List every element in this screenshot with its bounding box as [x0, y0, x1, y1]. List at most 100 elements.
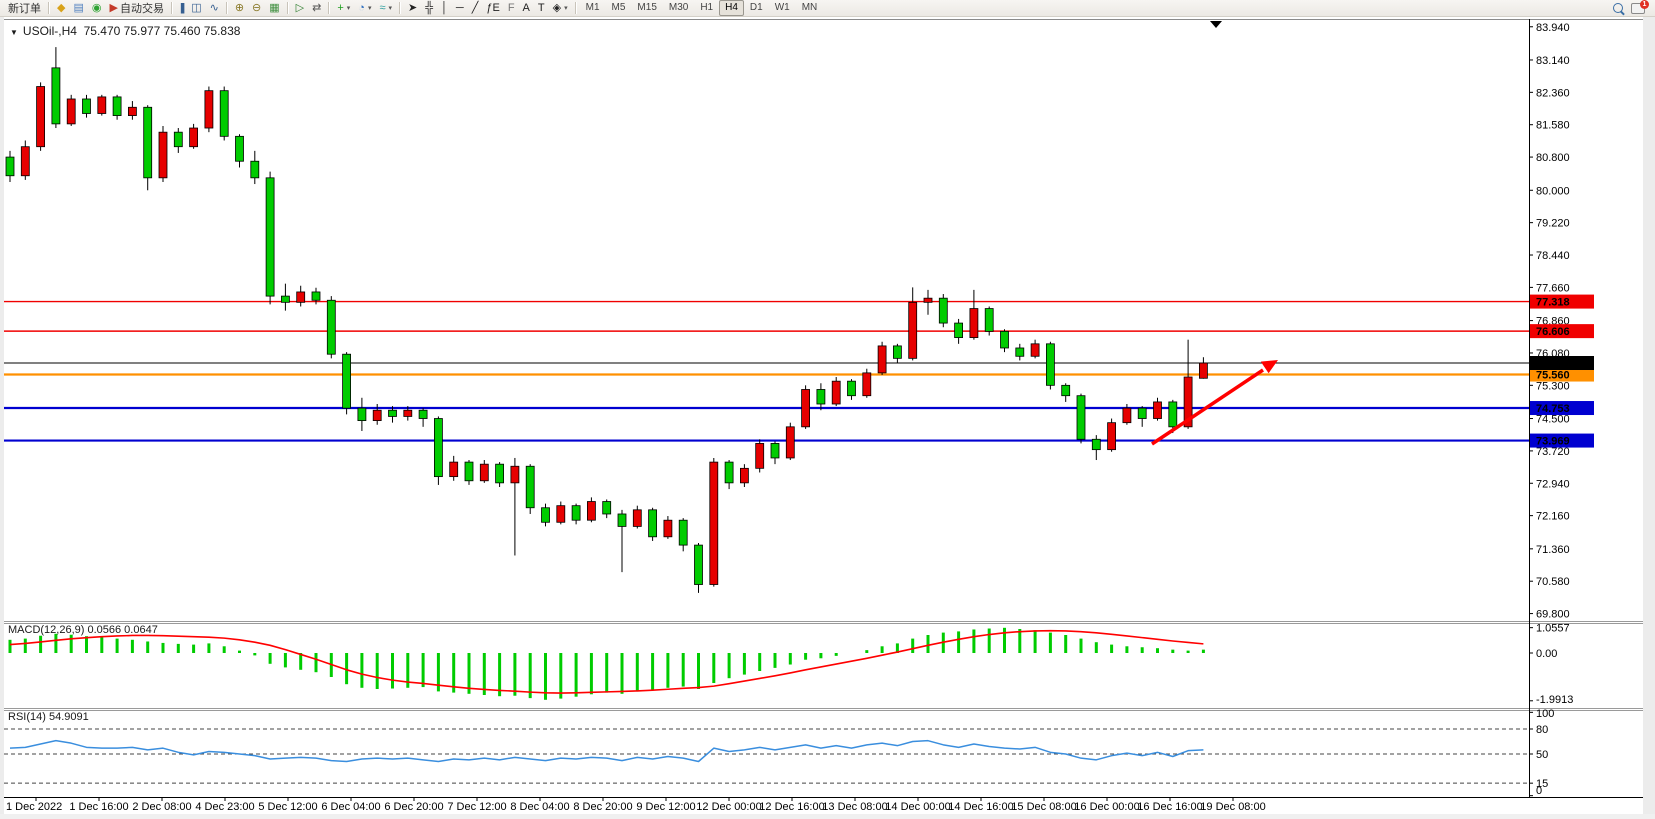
rsi-pane: [4, 728, 1529, 784]
candle: [479, 460, 489, 483]
price-axis[interactable]: 83.940 83.140 82.360 81.580 80.800 80.000 79.2…: [1529, 22, 1594, 797]
svg-text:6 Dec 20:00: 6 Dec 20:00: [384, 801, 443, 813]
trendline-tool-button[interactable]: ╱: [468, 1, 483, 16]
price-tag: [1530, 356, 1594, 370]
add-indicator-button[interactable]: + ▾: [333, 1, 354, 16]
svg-text:7 Dec 12:00: 7 Dec 12:00: [447, 801, 506, 813]
price-tag: [1530, 324, 1594, 339]
candle: [847, 379, 856, 400]
depth-of-market-icon[interactable]: ◆: [53, 1, 69, 16]
candlestick-series: [5, 47, 1208, 593]
svg-text:73.720: 73.720: [1536, 446, 1570, 458]
shapes-tool-button[interactable]: ◈ ▾: [549, 1, 572, 16]
horizontal-line-tool-icon: ─: [455, 1, 464, 14]
candle: [1061, 383, 1071, 402]
zoom-out-button[interactable]: ⊖: [248, 1, 265, 16]
time-axis[interactable]: 1 Dec 2022 1 Dec 16:00 2 Dec 08:00 4 Dec 23…: [6, 798, 1266, 813]
text-label-tool-button[interactable]: T: [534, 1, 549, 16]
timeframe-m1-button[interactable]: M1: [585, 2, 600, 13]
chart-collapse-icon[interactable]: ▼: [10, 28, 18, 37]
crosshair-tool-button[interactable]: ╬: [421, 1, 437, 16]
svg-text:74.753: 74.753: [1536, 403, 1570, 415]
toolbar-separator: [170, 2, 173, 14]
chart-shift-button[interactable]: ⇄: [308, 1, 325, 16]
timeframe-w1-button[interactable]: W1: [774, 2, 790, 13]
svg-text:80.800: 80.800: [1536, 152, 1570, 164]
candle: [1168, 399, 1178, 434]
candle: [1183, 339, 1193, 429]
svg-text:71.360: 71.360: [1536, 544, 1570, 556]
svg-text:19 Dec 08:00: 19 Dec 08:00: [1200, 801, 1265, 813]
cursor-tool-button[interactable]: ➤: [404, 1, 421, 16]
zoom-in-button[interactable]: ⊕: [231, 1, 248, 16]
svg-text:12 Dec 16:00: 12 Dec 16:00: [759, 801, 824, 813]
candle: [36, 82, 45, 151]
price-tag: [1530, 294, 1594, 309]
svg-text:2 Dec 08:00: 2 Dec 08:00: [132, 801, 191, 813]
macd-pane: [8, 627, 1205, 700]
svg-text:83.140: 83.140: [1536, 55, 1570, 67]
data-window-icon[interactable]: ▤: [69, 1, 87, 16]
candles-chart-type-button[interactable]: ◫: [187, 1, 205, 16]
svg-text:8 Dec 20:00: 8 Dec 20:00: [573, 801, 632, 813]
search-icon[interactable]: [1613, 3, 1623, 13]
text-label-tool-icon: T: [537, 1, 545, 14]
current-bar-marker-icon: [1210, 21, 1222, 28]
candle: [617, 509, 627, 573]
strategy-tester-button[interactable]: ▷: [292, 1, 308, 16]
svg-text:4 Dec 23:00: 4 Dec 23:00: [195, 801, 254, 813]
vertical-line-tool-button[interactable]: │: [437, 1, 452, 16]
candle: [5, 150, 15, 182]
timeframe-mn-button[interactable]: MN: [801, 2, 818, 13]
bars-chart-type-button[interactable]: |||: [176, 1, 187, 16]
text-tool-icon: A: [522, 1, 530, 14]
timeframe-m15-button[interactable]: M15: [637, 2, 657, 13]
svg-text:75.560: 75.560: [1536, 370, 1570, 382]
price-tag: [1530, 367, 1594, 382]
signals-icon[interactable]: ◉: [88, 1, 106, 16]
trend-arrow-annotation[interactable]: [1151, 360, 1278, 446]
candle: [663, 516, 673, 539]
toolbar-right-group: 1: [1613, 0, 1651, 14]
horizontal-line-tool-button[interactable]: ─: [452, 1, 468, 16]
timeframe-m30-button[interactable]: M30: [668, 2, 689, 13]
tile-windows-button[interactable]: ▦: [265, 1, 283, 16]
line-chart-type-button[interactable]: ∿: [206, 1, 223, 16]
svg-text:16 Dec 00:00: 16 Dec 00:00: [1074, 801, 1139, 813]
candle: [112, 94, 122, 120]
svg-text:75.300: 75.300: [1536, 380, 1570, 392]
svg-text:69.800: 69.800: [1536, 609, 1570, 621]
candle: [143, 105, 153, 191]
candle: [326, 296, 336, 359]
candle: [740, 464, 749, 488]
bars-chart-type-icon: |||: [179, 1, 185, 14]
toolbar-separator: [225, 2, 228, 14]
candle: [219, 86, 229, 141]
timeframe-h4-button[interactable]: H4: [719, 0, 744, 16]
candle: [571, 503, 581, 525]
fibo-grid-tool-button[interactable]: F: [504, 1, 519, 16]
svg-text:14 Dec 00:00: 14 Dec 00:00: [885, 801, 950, 813]
candle: [694, 543, 703, 593]
autotrading-button[interactable]: ▶ 自动交易: [105, 1, 167, 16]
candle: [495, 462, 505, 488]
fibonacci-tool-button[interactable]: ƒE: [482, 1, 503, 16]
candle: [20, 140, 30, 180]
template-button[interactable]: ≈ ▾: [375, 1, 396, 16]
candle: [556, 501, 566, 525]
svg-text:13 Dec 08:00: 13 Dec 08:00: [822, 801, 887, 813]
new-order-button[interactable]: 新订单: [4, 1, 45, 16]
candle: [418, 408, 428, 427]
timeframe-m5-button[interactable]: M5: [611, 2, 626, 13]
chat-icon[interactable]: 1: [1631, 0, 1649, 14]
timeframe-h1-button[interactable]: H1: [700, 2, 714, 13]
period-selector-button[interactable]: ◔ ▾: [354, 1, 375, 16]
candle: [938, 294, 948, 328]
support-resistance-lines[interactable]: [4, 300, 1529, 442]
chart-canvas[interactable]: 83.940 83.140 82.360 81.580 80.800 80.000 79.2…: [0, 17, 1655, 819]
macd-signal-line: [9, 629, 1204, 694]
candle: [311, 287, 321, 305]
timeframe-d1-button[interactable]: D1: [749, 2, 763, 13]
svg-text:14 Dec 16:00: 14 Dec 16:00: [948, 801, 1013, 813]
text-tool-button[interactable]: A: [519, 1, 534, 16]
